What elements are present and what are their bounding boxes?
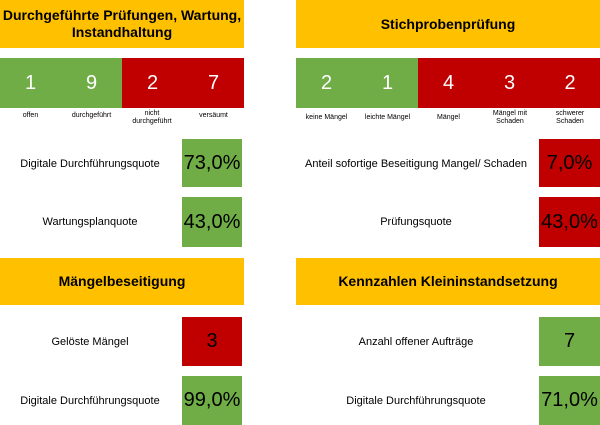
kpi-value-pruefungsquote[interactable]: 43,0% — [539, 197, 600, 247]
section-title: Durchgeführte Prüfungen, Wartung, Instan… — [2, 7, 242, 40]
caption-durchgefuehrt: durchgeführt — [71, 112, 112, 119]
section-title: Stichprobenprüfung — [380, 15, 516, 32]
section-header-maengelbeseitigung: Mängelbeseitigung — [0, 258, 244, 305]
caption-versaeumt: versäumt — [199, 112, 228, 119]
status-cell-maengel[interactable]: 4 — [418, 58, 479, 108]
cell-value: 9 — [85, 71, 98, 94]
status-cell-maengel-mit-schaden[interactable]: 3 — [479, 58, 540, 108]
kpi-value-offene-auftraege[interactable]: 7 — [539, 317, 600, 366]
caption-offen: offen — [22, 112, 39, 119]
kpi-value-digitale-quote[interactable]: 73,0% — [182, 139, 242, 187]
kpi-value-digitale-quote-maengel[interactable]: 99,0% — [182, 376, 242, 425]
status-cell-offen[interactable]: 1 — [0, 58, 61, 108]
section-header-pruefungen: Durchgeführte Prüfungen, Wartung, Instan… — [0, 0, 244, 48]
kpi-label: Digitale Durchführungsquote — [20, 158, 160, 170]
cell-value: 1 — [24, 71, 37, 94]
kpi-label: Prüfungsquote — [380, 216, 452, 228]
cell-value: 1 — [381, 71, 394, 94]
caption-nicht-durchgefuehrt: nicht durchgeführt — [132, 110, 172, 125]
status-cell-nicht-durchgefuehrt[interactable]: 2 — [122, 58, 183, 108]
kpi-value-wartungsplanquote[interactable]: 43,0% — [182, 197, 242, 247]
cell-value: 2 — [564, 71, 576, 94]
kpi-label: Digitale Durchführungsquote — [346, 394, 486, 407]
kpi-value-sofortige-beseitigung[interactable]: 7,0% — [539, 139, 600, 187]
cell-value: 7 — [207, 71, 220, 94]
caption-maengel: Mängel — [437, 114, 460, 121]
status-cell-durchgefuehrt[interactable]: 9 — [61, 58, 122, 108]
caption-keine-maengel: keine Mängel — [305, 114, 348, 121]
kpi-value-geloeste-maengel[interactable]: 3 — [182, 317, 242, 366]
cell-value: 2 — [146, 71, 159, 94]
status-strip-pruefungen: 1 9 2 7 — [0, 58, 244, 108]
section-header-stichprobe: Stichprobenprüfung — [296, 0, 600, 48]
kpi-label: Anzahl offener Aufträge — [358, 335, 474, 348]
status-cell-schwerer-schaden[interactable]: 2 — [540, 58, 600, 108]
kpi-label: Gelöste Mängel — [51, 335, 129, 348]
caption-maengel-mit-schaden: Mängel mit Schaden — [492, 110, 528, 125]
cell-value: 4 — [442, 71, 455, 94]
kpi-value-digitale-quote-klein[interactable]: 71,0% — [539, 376, 600, 425]
status-captions: keine Mängel leichte Mängel Mängel Mänge… — [296, 110, 600, 126]
kpi-label: Digitale Durchführungsquote — [20, 394, 160, 407]
cell-value: 3 — [503, 71, 516, 94]
status-captions: offen durchgeführt nicht durchgeführt ve… — [0, 110, 244, 126]
status-cell-keine-maengel[interactable]: 2 — [296, 58, 357, 108]
section-title: Mängelbeseitigung — [58, 273, 186, 289]
kpi-label: Wartungsplanquote — [42, 216, 138, 228]
kpi-label: Anteil sofortige Beseitigung Mangel/ Sch… — [305, 158, 527, 170]
status-cell-versaeumt[interactable]: 7 — [183, 58, 244, 108]
caption-leichte-maengel: leichte Mängel — [364, 114, 411, 121]
section-header-kleininstandsetzung: Kennzahlen Kleininstandsetzung — [296, 258, 600, 305]
status-strip-stichprobe: 2 1 4 3 2 — [296, 58, 600, 108]
status-cell-leichte-maengel[interactable]: 1 — [357, 58, 418, 108]
caption-schwerer-schaden: schwerer Schaden — [555, 110, 585, 125]
cell-value: 2 — [320, 71, 333, 94]
section-title: Kennzahlen Kleininstandsetzung — [338, 273, 558, 289]
